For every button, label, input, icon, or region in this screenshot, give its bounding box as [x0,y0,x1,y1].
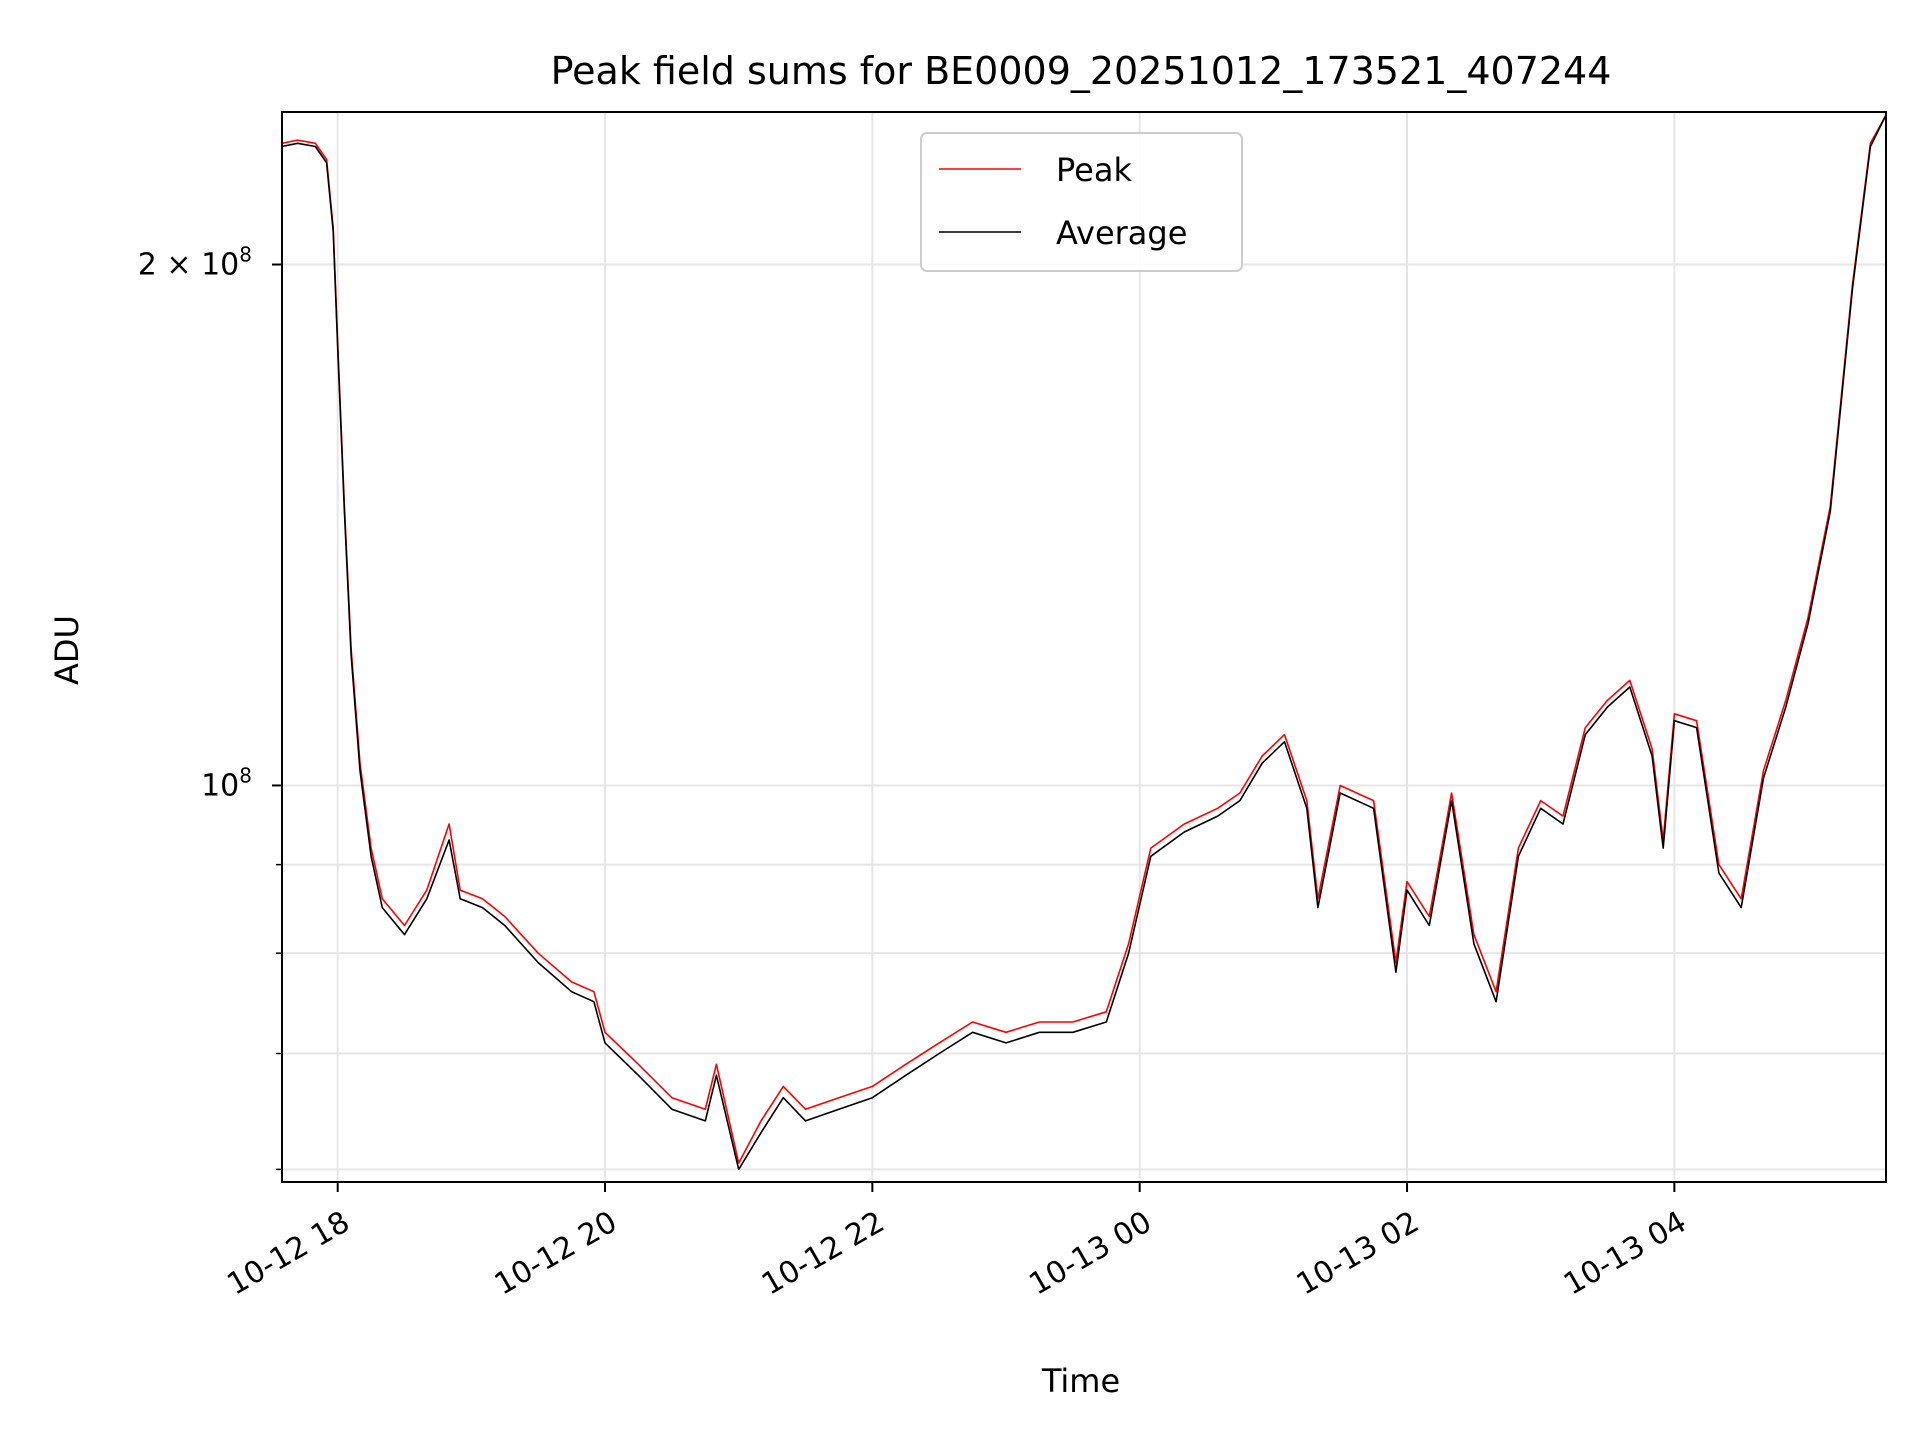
series-layer [282,114,1886,1171]
y-tick-label-base: 2 × 10 [138,248,239,283]
chart-title: Peak field sums for BE0009_20251012_1735… [551,49,1612,93]
plot-frame [281,111,1887,1183]
y-axis-label: ADU [48,615,86,685]
y-tick-label: 2 × 108 [138,243,252,283]
legend-box [920,132,1243,272]
legend: Peak Average [920,132,1243,272]
y-tick-label: 108 [201,763,252,803]
y-tick-label-exponent: 8 [239,243,252,267]
series-line-peak [282,114,1886,1164]
legend-label-peak: Peak [1056,151,1132,189]
series-line-average [282,114,1886,1171]
grid-layer [282,112,1886,1182]
y-tick-label-exponent: 8 [239,763,252,787]
x-axis-label: Time [1041,1362,1120,1400]
legend-label-average: Average [1056,214,1187,252]
y-tick-label-base: 10 [201,768,239,803]
